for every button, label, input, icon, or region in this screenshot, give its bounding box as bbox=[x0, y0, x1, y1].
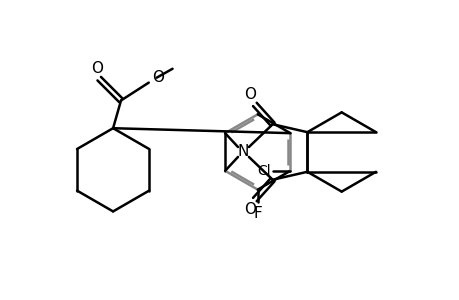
Text: O: O bbox=[91, 61, 103, 76]
Text: Cl: Cl bbox=[256, 164, 270, 178]
Text: O: O bbox=[243, 202, 255, 217]
Text: N: N bbox=[237, 145, 248, 160]
Text: O: O bbox=[243, 87, 255, 102]
Text: O: O bbox=[151, 70, 163, 85]
Text: F: F bbox=[253, 206, 262, 221]
